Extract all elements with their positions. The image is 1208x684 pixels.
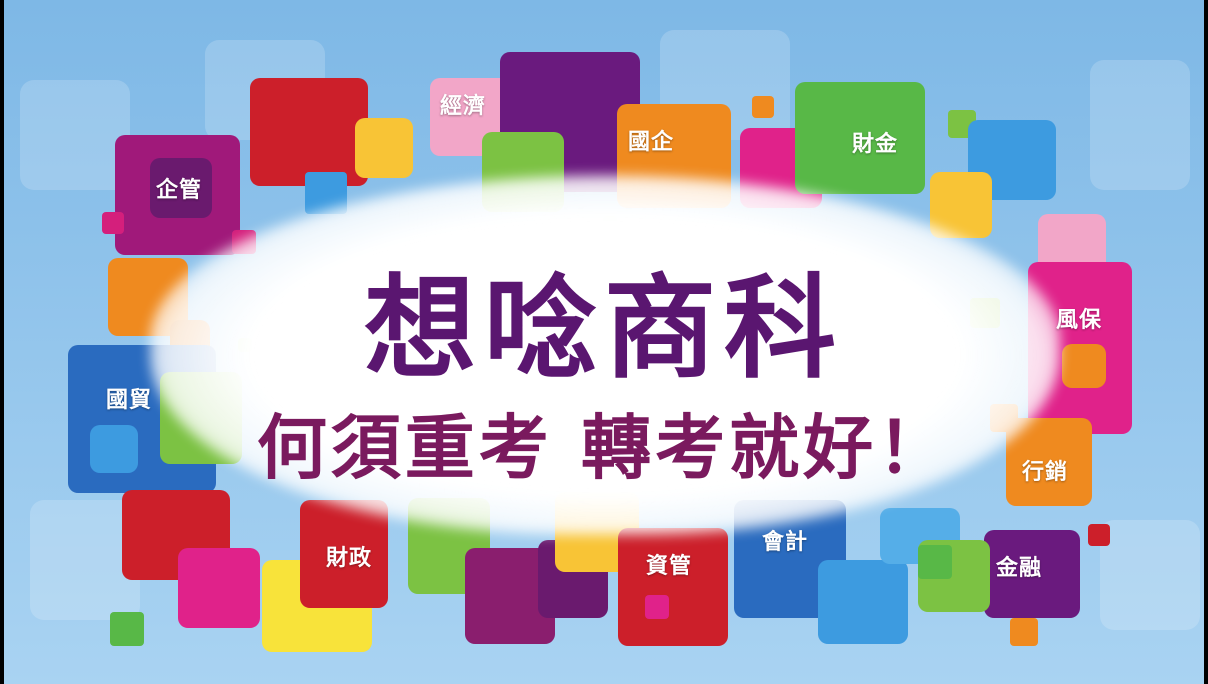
subject-international-business: 國企 — [628, 130, 675, 155]
red-square — [1088, 524, 1110, 546]
subject-marketing: 行銷 — [1022, 460, 1069, 485]
center-glow — [150, 175, 1060, 535]
red-square — [300, 500, 388, 608]
green-square — [918, 545, 952, 579]
subject-accounting: 會計 — [762, 530, 809, 555]
headline-main: 想唸商科 — [364, 264, 844, 394]
subject-public-finance: 財政 — [326, 546, 373, 571]
orange-square — [1062, 344, 1106, 388]
yellow-square — [355, 118, 413, 178]
red-square — [250, 78, 368, 186]
sky-square — [90, 425, 138, 473]
yellow-square — [930, 172, 992, 238]
headline-sub: 何須重考 轉考就好！ — [256, 407, 952, 489]
subject-finance-money: 財金 — [852, 132, 899, 157]
subject-economics: 經濟 — [440, 94, 487, 119]
right-edge — [1204, 0, 1208, 684]
subject-information-management: 資管 — [646, 554, 693, 579]
orange-square — [752, 96, 774, 118]
red-square — [618, 528, 728, 646]
subject-finance: 金融 — [996, 556, 1043, 581]
magenta-square — [102, 212, 124, 234]
magenta-square — [178, 548, 260, 628]
magenta-square — [645, 595, 669, 619]
green-square — [110, 612, 144, 646]
background-square — [1090, 60, 1190, 190]
background-square — [1100, 520, 1200, 630]
subject-risk-insurance: 風保 — [1056, 308, 1103, 333]
purple-square — [984, 530, 1080, 618]
purple-square — [150, 158, 212, 218]
background-square — [30, 500, 140, 620]
sky-square — [818, 560, 908, 644]
green-square — [795, 82, 925, 194]
orange-square — [1010, 618, 1038, 646]
background-square — [20, 80, 130, 190]
subject-business-management: 企管 — [156, 178, 203, 203]
subject-international-trade: 國貿 — [106, 388, 153, 413]
left-edge — [0, 0, 4, 684]
orange-square — [1006, 418, 1092, 506]
